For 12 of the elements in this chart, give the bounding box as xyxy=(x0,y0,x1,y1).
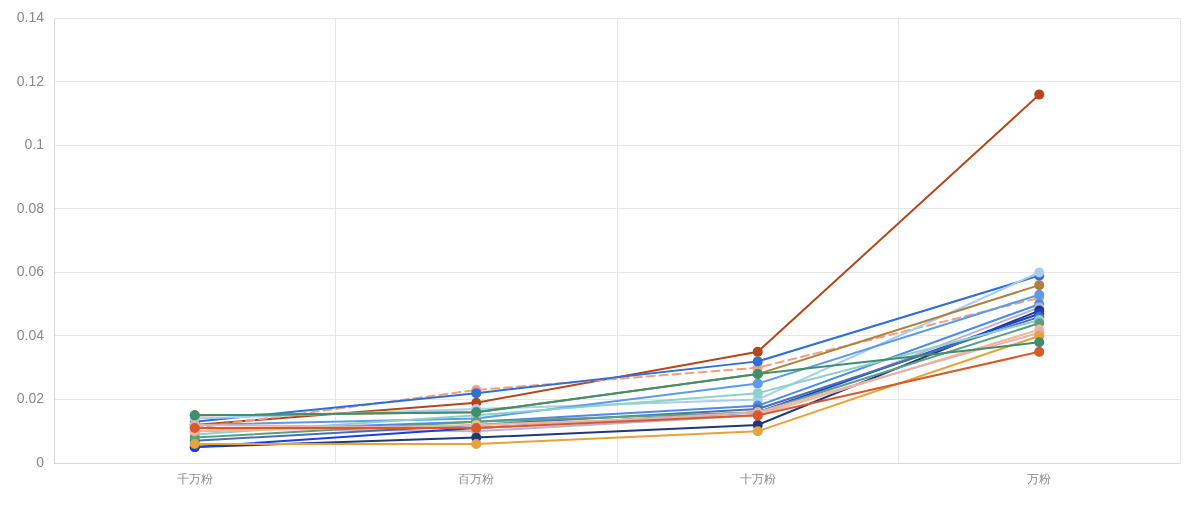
x-tick-label: 百万粉 xyxy=(458,472,495,487)
y-tick-label: 0.08 xyxy=(16,199,45,216)
x-tick-label: 十万粉 xyxy=(739,472,776,487)
y-tick-label: 0 xyxy=(36,453,45,470)
y-tick-label: 0.12 xyxy=(16,72,45,89)
y-tick-label: 0.06 xyxy=(16,263,45,280)
y-tick-label: 0.1 xyxy=(24,136,45,153)
y-tick-label: 0.14 xyxy=(16,9,45,26)
x-tick-label: 万粉 xyxy=(1027,472,1052,487)
y-tick-label: 0.02 xyxy=(16,390,45,407)
x-tick-label: 千万粉 xyxy=(176,472,213,487)
y-tick-label: 0.04 xyxy=(16,326,45,343)
